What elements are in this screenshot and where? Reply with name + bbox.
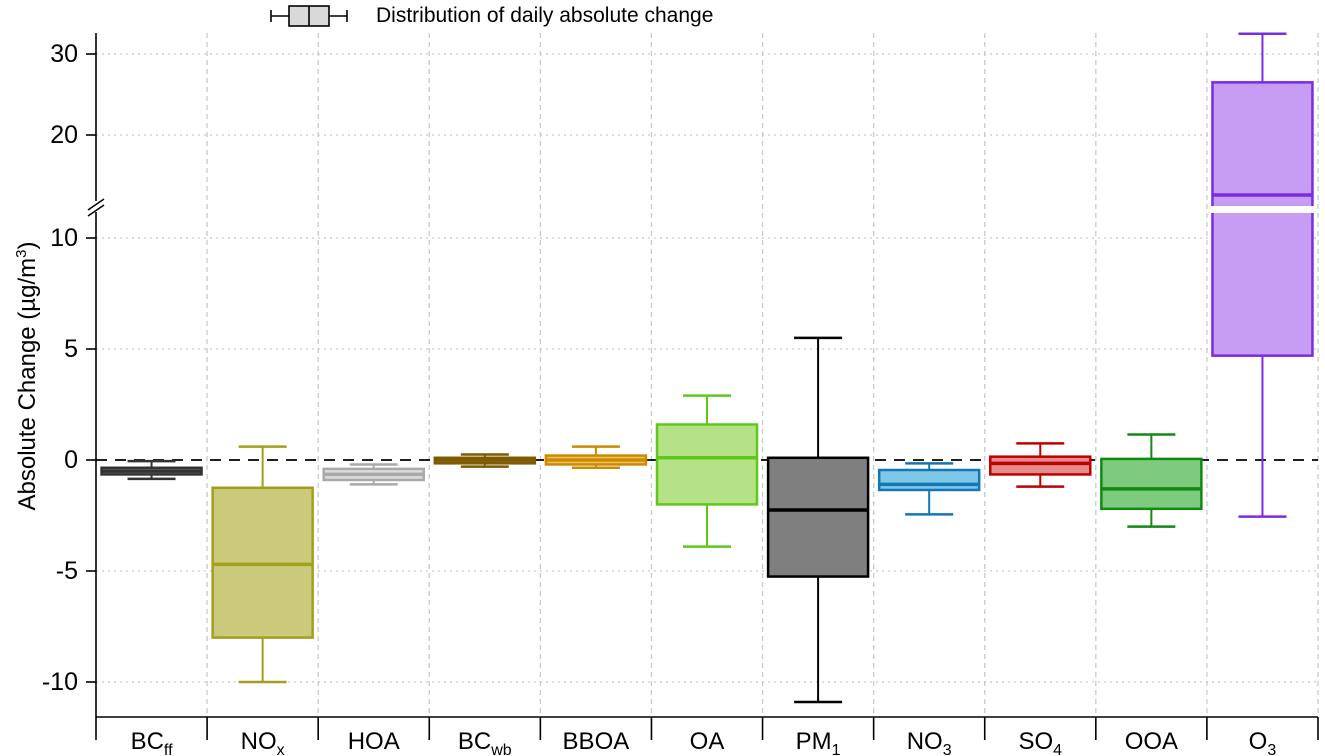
chart-shape: x — [277, 742, 285, 756]
y-tick-label: 10 — [50, 224, 78, 252]
iqr-box — [1100, 457, 1203, 511]
x-category-label: BCff — [131, 728, 174, 756]
axis-break-gap — [1210, 206, 1315, 213]
boxplot-OA — [655, 394, 759, 548]
iqr-box — [655, 423, 759, 506]
chart-shape: OOA — [1125, 728, 1178, 755]
boxplot-O3 — [1210, 32, 1315, 518]
boxplot-SO4 — [989, 442, 1092, 488]
x-category-label: OOA — [1125, 728, 1178, 755]
chart-shape: 3 — [943, 742, 952, 756]
chart-shape: BC — [131, 728, 164, 755]
boxplot-BCff — [100, 459, 203, 481]
axis-break-slash — [87, 204, 105, 217]
chart-shape: NO — [907, 728, 943, 755]
legend-label: Distribution of daily absolute change — [376, 4, 714, 27]
x-category-label: HOA — [348, 728, 400, 755]
chart-shape: HOA — [348, 728, 400, 755]
axis-break-slash — [87, 198, 105, 211]
boxplot-OOA — [1100, 433, 1203, 528]
chart-shape: BBOA — [563, 728, 630, 755]
x-category-label: NO3 — [907, 728, 952, 756]
chart-shape: PM — [796, 728, 832, 755]
chart-shape: wb — [490, 742, 512, 756]
chart-shape: 1 — [832, 742, 841, 756]
x-category-label: BCwb — [458, 728, 512, 756]
chart-shape: 4 — [1053, 742, 1062, 756]
y-tick-label: 30 — [50, 40, 78, 68]
y-tick-label: -10 — [42, 668, 78, 696]
iqr-box — [1211, 81, 1314, 357]
x-category-label: SO4 — [1018, 728, 1062, 756]
chart-shape: NO — [241, 728, 277, 755]
legend: Distribution of daily absolute change — [268, 1, 713, 31]
chart-shape: O — [1249, 728, 1268, 755]
x-category-label: PM1 — [796, 728, 841, 756]
chart-shape: SO — [1018, 728, 1053, 755]
chart-shape: ff — [164, 742, 173, 756]
chart-shape: BC — [458, 728, 491, 755]
x-category-label: BBOA — [563, 728, 630, 755]
y-tick-label: 20 — [50, 121, 78, 149]
chart-shape: 3 — [1267, 742, 1276, 756]
iqr-box — [877, 468, 981, 492]
boxplot-legend-icon — [270, 5, 348, 27]
boxplot-BCwb — [433, 453, 537, 468]
boxplot-PM1 — [766, 336, 870, 704]
chart-shape: OA — [690, 728, 725, 755]
x-category-label: NOx — [241, 728, 285, 756]
y-tick-label: -5 — [56, 557, 78, 585]
iqr-box — [766, 456, 870, 578]
x-category-label: O3 — [1249, 728, 1277, 756]
y-tick-label: 5 — [64, 335, 78, 363]
boxplot-BBOA — [544, 445, 648, 470]
y-tick-label: 0 — [64, 446, 78, 474]
boxplot-NO3 — [877, 462, 981, 516]
boxplot-HOA — [322, 463, 425, 486]
iqr-box — [989, 455, 1092, 476]
boxplot-NOx — [211, 445, 314, 684]
x-category-label: OA — [690, 728, 725, 755]
